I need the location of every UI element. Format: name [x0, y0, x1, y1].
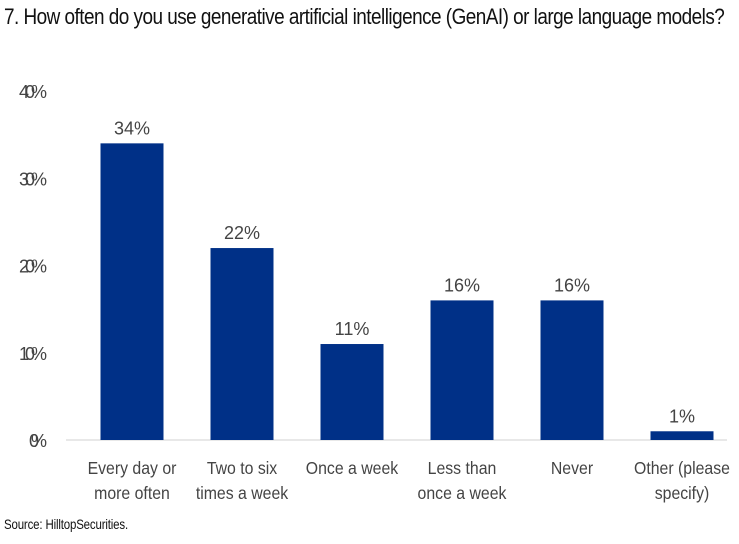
- bar: [210, 248, 274, 440]
- x-tick-label: Every day or: [88, 458, 177, 478]
- data-label: 11%: [335, 319, 370, 339]
- bars: 34% 22% 11% 16% 16% 1%: [100, 118, 714, 440]
- bar: [540, 300, 604, 440]
- data-label: 16%: [554, 275, 590, 295]
- data-label: 16%: [444, 275, 480, 295]
- y-tick-label: 40%: [19, 82, 47, 102]
- bar: [320, 344, 384, 440]
- x-tick-label: specify): [655, 483, 710, 503]
- x-tick-label: Less than: [428, 458, 497, 478]
- y-tick-label: 10%: [19, 344, 47, 364]
- x-tick-label: times a week: [196, 483, 289, 503]
- y-tick-label: 0%: [29, 431, 47, 451]
- source-note: Source: HilltopSecurities.: [4, 516, 128, 532]
- x-tick-label: Other (please: [634, 458, 730, 478]
- x-tick-label: Once a week: [306, 458, 399, 478]
- y-tick-label: 30%: [19, 169, 47, 189]
- x-tick-label: once a week: [418, 483, 507, 503]
- chart-title: 7. How often do you use generative artif…: [4, 4, 725, 29]
- y-axis: 0% 10% 20% 30% 40%: [19, 82, 47, 451]
- x-tick-label: more often: [94, 483, 170, 503]
- bar: [430, 300, 494, 440]
- x-tick-label: Never: [551, 458, 594, 478]
- x-tick-label: Two to six: [207, 458, 278, 478]
- x-axis-labels: Every day or more often Two to six times a …: [88, 458, 730, 503]
- data-label: 34%: [114, 118, 150, 138]
- data-label: 22%: [224, 223, 260, 243]
- bar: [100, 143, 164, 440]
- data-label: 1%: [669, 406, 695, 426]
- bar: [650, 431, 714, 440]
- y-tick-label: 20%: [19, 257, 47, 277]
